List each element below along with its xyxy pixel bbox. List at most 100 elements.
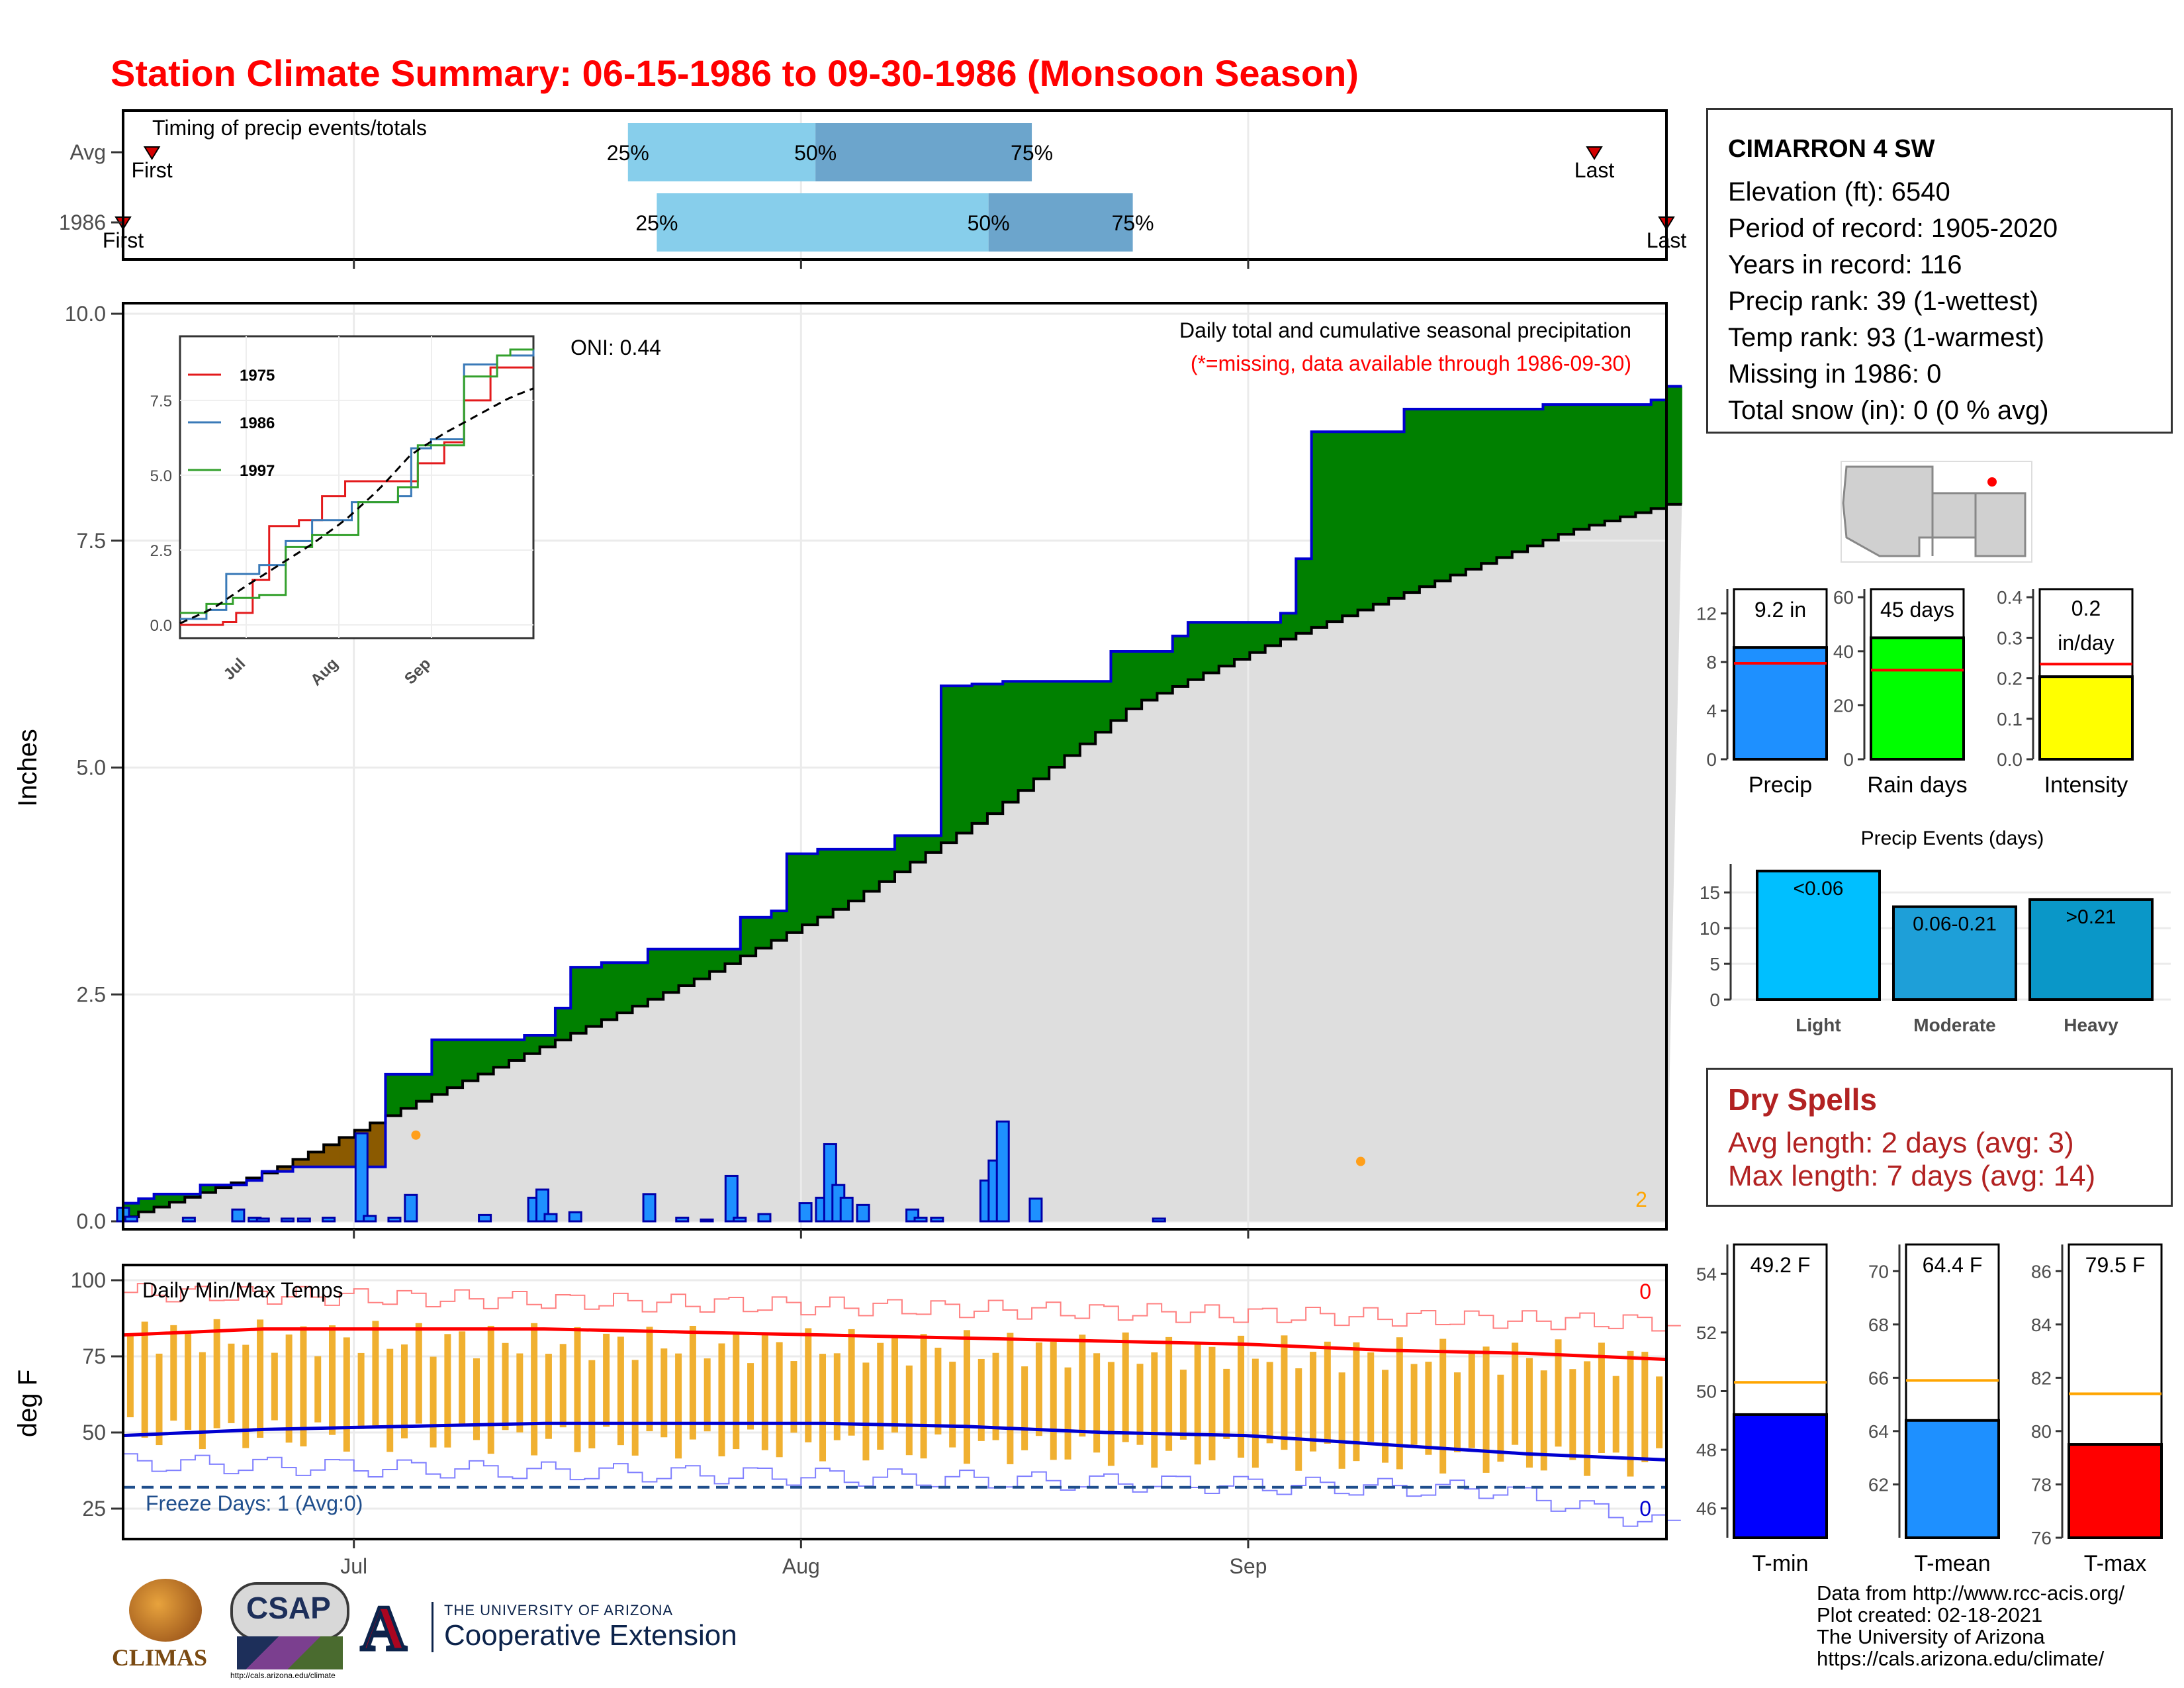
y-tick-label: 75 xyxy=(82,1344,106,1368)
bar-tick-label: 86 xyxy=(2031,1261,2052,1282)
daily-temp-range-bar xyxy=(1396,1337,1403,1470)
dry-spells-avg: Avg length: 2 days (avg: 3) xyxy=(1728,1127,2074,1159)
y-tick-label: 5.0 xyxy=(77,756,106,780)
bar-tick-label: 78 xyxy=(2031,1474,2052,1495)
daily-temp-range-bar xyxy=(257,1319,264,1438)
daily-temp-range-bar xyxy=(1425,1362,1432,1455)
surplus-area xyxy=(694,949,710,979)
daily-temp-range-bar xyxy=(531,1323,538,1456)
daily-temp-range-bar xyxy=(559,1344,567,1428)
daily-temp-range-bar xyxy=(675,1353,682,1459)
daily-temp-range-bar xyxy=(300,1326,307,1447)
summary-bars: 0 4 8 12 9.2 in Precip 0 20 40 60 45 days Rain days… xyxy=(1696,587,2139,798)
daily-temp-range-bar xyxy=(978,1358,985,1441)
deficit-area xyxy=(277,1166,294,1172)
daily-temp-range-bar xyxy=(1338,1372,1345,1469)
surplus-area xyxy=(478,1039,494,1074)
daily-temp-range-bar xyxy=(1324,1341,1331,1444)
bar-tick-label: 84 xyxy=(2031,1315,2052,1335)
daily-temp-range-bar xyxy=(992,1352,999,1440)
credit-line: https://cals.arizona.edu/climate/ xyxy=(1817,1647,2105,1670)
daily-temp-range-bar xyxy=(603,1333,610,1427)
surplus-area xyxy=(432,1039,448,1095)
station-info-box: CIMARRON 4 SW Elevation (ft): 6540 Perio… xyxy=(1706,108,2173,434)
surplus-area xyxy=(570,967,587,1033)
bar-tick-label: 46 xyxy=(1696,1499,1717,1519)
daily-temp-range-bar xyxy=(833,1353,841,1440)
events-tick-label: 15 xyxy=(1700,882,1720,903)
daily-precip-bar xyxy=(322,1217,336,1223)
daily-precip-bar xyxy=(733,1217,747,1223)
value-bar xyxy=(2068,1443,2163,1539)
bar-tick-label: 0.1 xyxy=(1997,709,2023,729)
daily-temp-range-bar xyxy=(185,1332,192,1430)
record-low-count: 0 xyxy=(1639,1497,1651,1521)
surplus-area xyxy=(663,949,680,993)
surplus-area xyxy=(1172,635,1189,687)
surplus-area xyxy=(1604,404,1621,522)
station-name: CIMARRON 4 SW xyxy=(1728,135,1935,163)
daily-temp-range-bar xyxy=(1410,1364,1418,1445)
csap-logo: CSAP http://cals.arizona.edu/climate xyxy=(230,1582,349,1681)
daily-temp-range-bar xyxy=(1482,1346,1490,1473)
daily-precip-bar xyxy=(404,1194,418,1223)
surplus-area xyxy=(1558,404,1574,535)
event-bar-text: >0.21 xyxy=(2066,906,2116,928)
daily-temp-range-bar xyxy=(343,1337,350,1452)
freeze-days-label: Freeze Days: 1 (Avg:0) xyxy=(146,1491,363,1515)
daily-temp-range-bar xyxy=(862,1362,870,1461)
daily-precip-bar xyxy=(913,1217,928,1223)
station-line: Precip rank: 39 (1-wettest) xyxy=(1728,287,2039,316)
event-bar-label: Moderate xyxy=(1913,1015,1995,1035)
surplus-area xyxy=(524,1035,541,1054)
daily-temp-range-bar xyxy=(805,1328,812,1442)
daily-temp-range-bar xyxy=(1122,1332,1129,1442)
surplus-area xyxy=(1265,622,1281,646)
event-bar xyxy=(1756,869,1881,1001)
daily-temp-range-bar xyxy=(242,1344,250,1448)
daily-temp-range-bar xyxy=(949,1362,956,1448)
daily-precip-bar xyxy=(798,1202,813,1223)
bar-tick-label: 8 xyxy=(1706,652,1717,673)
daily-temp-range-bar xyxy=(1050,1341,1057,1460)
daily-temp-range-bar xyxy=(1555,1339,1562,1447)
daily-temp-range-bar xyxy=(1641,1352,1649,1462)
daily-temp-range-bar xyxy=(776,1342,783,1458)
timing-row-label: 1986 xyxy=(59,211,106,234)
surplus-area xyxy=(678,949,695,986)
surplus-area xyxy=(416,1074,432,1102)
station-line: Elevation (ft): 6540 xyxy=(1728,177,1950,207)
bar-tick-label: 76 xyxy=(2031,1528,2052,1548)
surplus-area xyxy=(972,684,988,823)
daily-temp-range-bar xyxy=(1540,1370,1547,1471)
event-bar xyxy=(2028,898,2154,1002)
daily-temp-range-bar xyxy=(574,1327,581,1452)
surplus-area xyxy=(400,1074,417,1109)
daily-precip-bar xyxy=(1028,1197,1043,1223)
dry-spells-title: Dry Spells xyxy=(1728,1082,1877,1117)
temp-border xyxy=(122,1264,1668,1540)
daily-temp-range-bar xyxy=(1266,1362,1273,1444)
surplus-area xyxy=(1651,400,1667,509)
y-tick-label: 2.5 xyxy=(77,982,106,1006)
station-line: Total snow (in): 0 (0 % avg) xyxy=(1728,396,2049,425)
event-bar xyxy=(1892,905,2017,1001)
daily-temp-range-bar xyxy=(1612,1376,1619,1453)
surplus-area xyxy=(1666,386,1682,504)
daily-temp-range-bar xyxy=(617,1336,624,1446)
daily-precip-bar xyxy=(856,1203,870,1223)
daily-precip-bar xyxy=(543,1213,558,1223)
timing-bar-25-50 xyxy=(627,123,816,181)
surplus-area xyxy=(925,835,942,853)
y-tick-label: 50 xyxy=(82,1421,106,1444)
avg-max-temp-line xyxy=(122,1327,1667,1362)
daily-temp-range-bar xyxy=(141,1321,148,1438)
daily-temp-range-bar xyxy=(1179,1370,1187,1440)
surplus-area xyxy=(1527,408,1543,546)
record-high-line xyxy=(123,1283,1681,1332)
bar-value-label: 9.2 in xyxy=(1754,598,1806,622)
surplus-area xyxy=(1589,404,1606,526)
inset-y-tick: 7.5 xyxy=(150,393,172,410)
daily-temp-range-bar xyxy=(228,1343,235,1423)
event-bar-text: <0.06 xyxy=(1794,878,1844,900)
